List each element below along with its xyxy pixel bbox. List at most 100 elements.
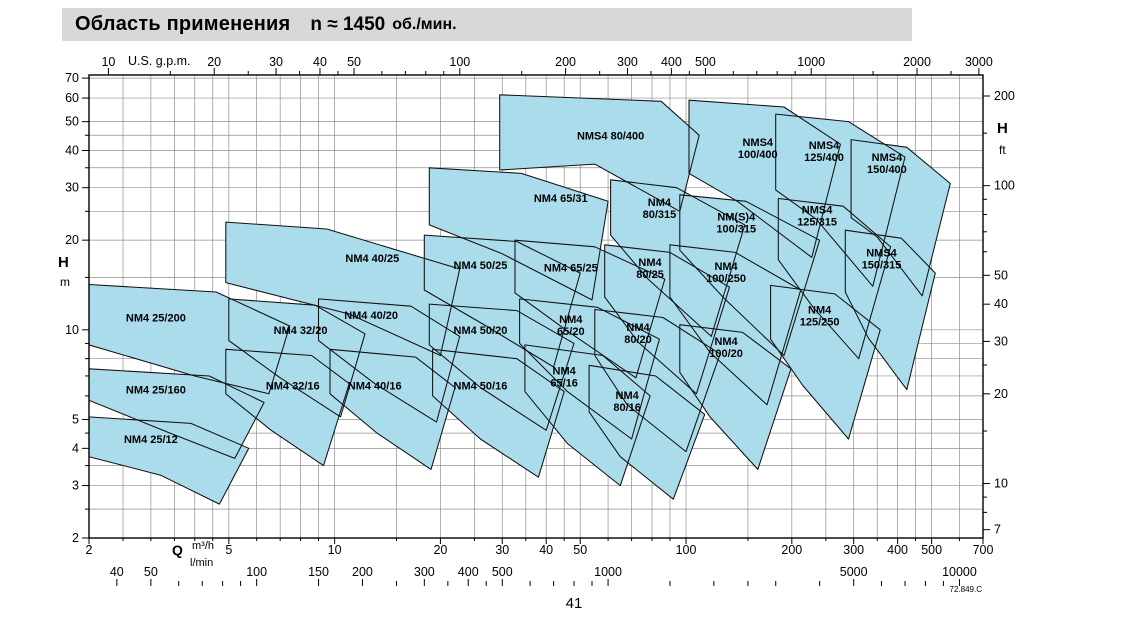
tick-label: 50 (573, 543, 587, 557)
tick-label: 20 (994, 387, 1008, 401)
pump-region-outline (588, 364, 706, 500)
pump-region-outlines (89, 94, 951, 505)
pump-region-label: NM4 65/20 (557, 314, 585, 338)
tick-label: 400 (458, 565, 479, 579)
tick-label: 100 (994, 179, 1015, 193)
pump-region-outline (317, 298, 461, 423)
tick-label: 30 (269, 55, 283, 69)
pump-region-label: NM4 25/160 (126, 385, 186, 397)
flow-axis-symbol: Q (172, 542, 183, 558)
pump-region-outline (225, 221, 461, 357)
tick-label: 20 (207, 55, 221, 69)
pump-region-label: NMS4 150/400 (867, 152, 907, 176)
head-axis-symbol-right: H (997, 120, 1008, 137)
page-number: 41 (565, 595, 583, 612)
tick-label: 300 (617, 55, 638, 69)
title-speed: n ≈ 1450 (310, 13, 386, 35)
pump-region-fill (499, 94, 700, 212)
pump-region-outline (225, 348, 350, 467)
pump-region-outline (519, 298, 660, 440)
pump-region-label: NM4 65/25 (544, 262, 598, 274)
pump-region-outline (777, 197, 892, 360)
pump-region-label: NM4 32/16 (266, 381, 320, 393)
head-axis-unit-m: m (60, 275, 70, 289)
pump-region-outline (688, 99, 841, 258)
pump-region-label: NM4 50/25 (454, 260, 508, 272)
tick-label: 200 (781, 543, 802, 557)
pump-region-label: NM4 80/25 (636, 257, 664, 281)
pump-region-label: NM4 50/20 (454, 325, 508, 337)
tick-label: 30 (994, 334, 1008, 348)
tick-label: 70 (65, 71, 79, 85)
pump-region-outline (679, 324, 792, 470)
pump-region-label: NM(S)4 100/315 (716, 212, 756, 236)
pump-region-label: NM4 40/20 (344, 310, 398, 322)
tick-label: 400 (661, 55, 682, 69)
pump-region-label: NM4 80/315 (643, 197, 677, 221)
pump-region-label: NMS4 125/315 (797, 204, 837, 228)
tick-label: 300 (843, 543, 864, 557)
pump-region-label: NMS4 150/315 (862, 248, 902, 272)
tick-label: 50 (347, 55, 361, 69)
tick-label: 3 (72, 479, 79, 493)
pump-region-label: NMS4 125/400 (804, 140, 844, 164)
pump-region-label: NM4 40/25 (345, 253, 399, 265)
pump-region-outline (669, 244, 802, 406)
tick-label: 50 (65, 115, 79, 129)
pump-region-label: NM4 25/200 (126, 312, 186, 324)
tick-label: 40 (994, 297, 1008, 311)
pump-region-fill (851, 139, 951, 296)
pump-region-label: NMS4 100/400 (738, 137, 778, 161)
tick-label: 500 (921, 543, 942, 557)
tick-label: 200 (994, 89, 1015, 103)
pump-region-outline (679, 194, 821, 357)
pump-region-outline (850, 139, 951, 297)
tick-label: 10 (994, 476, 1008, 490)
tick-label: 300 (414, 565, 435, 579)
tick-label: 20 (433, 543, 447, 557)
pump-region-label: NM4 65/16 (550, 365, 578, 389)
pump-region-outline (428, 167, 609, 301)
tick-label: 200 (352, 565, 373, 579)
pump-region-outline (89, 368, 265, 459)
tick-label: 20 (65, 233, 79, 247)
pump-region-outline (514, 239, 666, 379)
pump-region-label: NM4 32/20 (274, 325, 328, 337)
pump-region-outline (428, 303, 575, 431)
pump-region-fill (429, 167, 609, 300)
tick-label: 40 (110, 565, 124, 579)
pump-region-outline (89, 283, 291, 395)
tick-label: 10 (65, 323, 79, 337)
title-speed-unit: об./мин. (392, 15, 457, 33)
tick-label: 400 (887, 543, 908, 557)
tick-label: 1000 (594, 565, 622, 579)
tick-label: 500 (695, 55, 716, 69)
tick-label: 40 (313, 55, 327, 69)
pump-region-label: NM4 80/20 (624, 322, 652, 346)
pump-region-label: NM4 125/250 (800, 305, 840, 329)
pump-region-outline (844, 229, 936, 391)
tick-label: 500 (492, 565, 513, 579)
tick-label: 30 (65, 181, 79, 195)
tick-label: 2 (86, 543, 93, 557)
pump-region-outline (423, 234, 581, 368)
gpm-axis-unit-label: U.S. g.p.m. (128, 54, 191, 68)
head-axis-unit-ft: ft (999, 143, 1006, 157)
flow-axis-unit-lmin: l/min (190, 557, 214, 569)
head-axis-symbol-left: H (58, 254, 69, 271)
tick-label: 4 (72, 441, 79, 455)
tick-label: 1000 (797, 55, 825, 69)
tick-label: 30 (495, 543, 509, 557)
pump-region-outline (770, 284, 881, 440)
tick-label: 50 (144, 565, 158, 579)
pump-region-label: NM4 40/16 (348, 381, 402, 393)
tick-label: 100 (246, 565, 267, 579)
pump-region-outline (610, 179, 746, 337)
tick-label: 10000 (942, 565, 977, 579)
tick-label: 10 (101, 55, 115, 69)
pump-region-outline (432, 348, 565, 478)
pump-region-label: NM4 65/31 (534, 193, 588, 205)
